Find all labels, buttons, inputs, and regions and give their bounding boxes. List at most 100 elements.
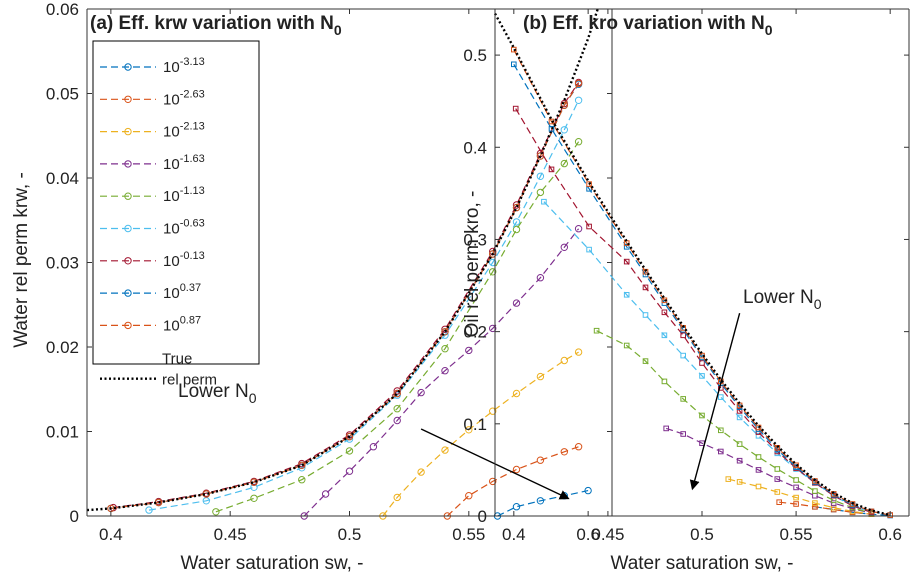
panel-b-point [541,198,547,205]
legend-marker-8 [124,321,132,330]
panel-b-point [793,501,799,507]
panel-b-point [661,332,668,339]
panel-a-xtick-label: 0.45 [214,525,247,544]
panel-b-xtick-label: 0.5 [690,525,714,544]
legend-marker-0 [124,63,132,71]
panel-b-point [812,492,818,499]
panel-a-point [345,432,354,441]
panel-b-series-line-1 [779,501,872,515]
panel-a-point [574,348,583,356]
panel-a-point [393,416,401,425]
panel-a-annotation-arrow [420,428,570,500]
panel-a-point [393,405,401,413]
legend-label-4: 10-1.13 [163,185,205,205]
legend: 10-3.13 10-2.63 10-2.13 10-1.63 10-1.13 10-0.… [92,40,260,389]
panel-a-point [417,388,425,397]
panel-b-point [642,358,649,364]
panel-a-point [574,79,583,88]
panel-a-series-line-2 [382,351,579,517]
panel-a-point [560,356,568,365]
panel-b-point [663,425,670,432]
legend-label-0: 10-3.13 [163,56,205,76]
panel-a-ytick-label: 0.04 [46,169,79,188]
panel-a-point [536,274,545,282]
panel-a-point [512,503,521,511]
panel-a-point [465,492,473,500]
panel-a-xlabel: Water saturation sw, - [180,553,363,574]
panel-b-point [593,327,600,334]
panel-b-point [776,499,783,505]
panel-a-point [489,268,497,276]
panel-a-point [393,389,401,398]
panel-b-point [755,454,762,460]
panel-b-point [755,467,762,473]
panel-b-point [548,126,555,132]
panel-b-point [849,501,856,507]
panel-a-point [369,443,378,451]
panel-a-point [512,203,521,212]
panel-b-xtick-label: 0.6 [878,525,902,544]
panel-a-point [512,201,521,209]
panel-b-series-line-4 [596,330,872,514]
panel-b-point [774,466,781,472]
legend-marker-1 [124,95,132,104]
panel-a-ytick-label: 0.02 [46,338,79,357]
legend-marker-5 [124,224,132,233]
panel-a-point [489,407,497,415]
legend-marker-3 [124,160,132,168]
panel-a-series-line-0 [497,490,589,517]
panel-b-point [755,483,762,490]
panel-b-ytick-label: 0.2 [463,323,487,342]
panel-a-ytick-label: 0.06 [46,0,79,19]
panel-b-xtick-label: 0.4 [502,525,526,544]
panel-a-point [574,443,583,451]
panel-b-point [699,412,705,419]
panel-a-point [250,483,258,491]
panel-a-ytick-label: 0.05 [46,85,79,104]
panel-a-series-line-6 [113,82,580,509]
panel-b-series-line-3 [666,427,872,514]
panel-a-point [512,225,521,234]
panel-b-point [642,284,649,291]
panel-a-ytick-label: 0 [70,507,79,526]
panel-b-point [548,166,555,173]
panel-b-point [812,504,818,510]
panel-b-series-line-5 [543,201,872,513]
panel-b-point [736,457,743,464]
panel-b-annotation: Lower N0 [743,287,822,312]
panel-b-kro: 0.4 0.45 0.5 0.55 0.6 0 0.1 0.2 0.3 0.4 0.5 (b) Ef… [462,8,910,574]
panel-a-ytick-label: 0.01 [46,423,79,442]
panel-a-point [536,188,545,197]
panel-a-point [574,225,583,233]
panel-b-point [680,352,687,359]
panel-b-point [623,342,630,349]
panel-b-point [623,258,630,265]
panel-b-point [812,488,818,494]
panel-b-ytick-label: 0.1 [463,415,487,434]
panel-a-point [441,446,449,454]
panel-b-point [623,244,630,250]
panel-b-point [718,448,724,455]
panel-a-point [536,172,545,181]
panel-a-point [536,372,545,381]
panel-a-point [512,389,521,398]
panel-a-point [393,493,401,502]
legend-label-8: 100.87 [163,314,201,334]
panel-a-xtick-label: 0.5 [338,525,362,544]
legend-label-5: 10-0.63 [163,218,205,238]
panel-a-point [489,477,497,486]
panel-a-point [489,258,497,267]
panel-a-point [512,299,521,307]
legend-label-1: 10-2.63 [163,88,205,108]
panel-b-point [736,414,743,421]
panel-b-xtick-label: 0.55 [780,525,813,544]
panel-b-point [586,246,592,253]
panel-a-point [560,126,568,134]
panel-a-series-line-3 [303,228,580,517]
panel-a-point [584,486,592,495]
panel-a-point [560,243,568,252]
panel-a-point [250,494,258,502]
panel-a-point [536,497,545,505]
panel-b-point [774,445,781,451]
